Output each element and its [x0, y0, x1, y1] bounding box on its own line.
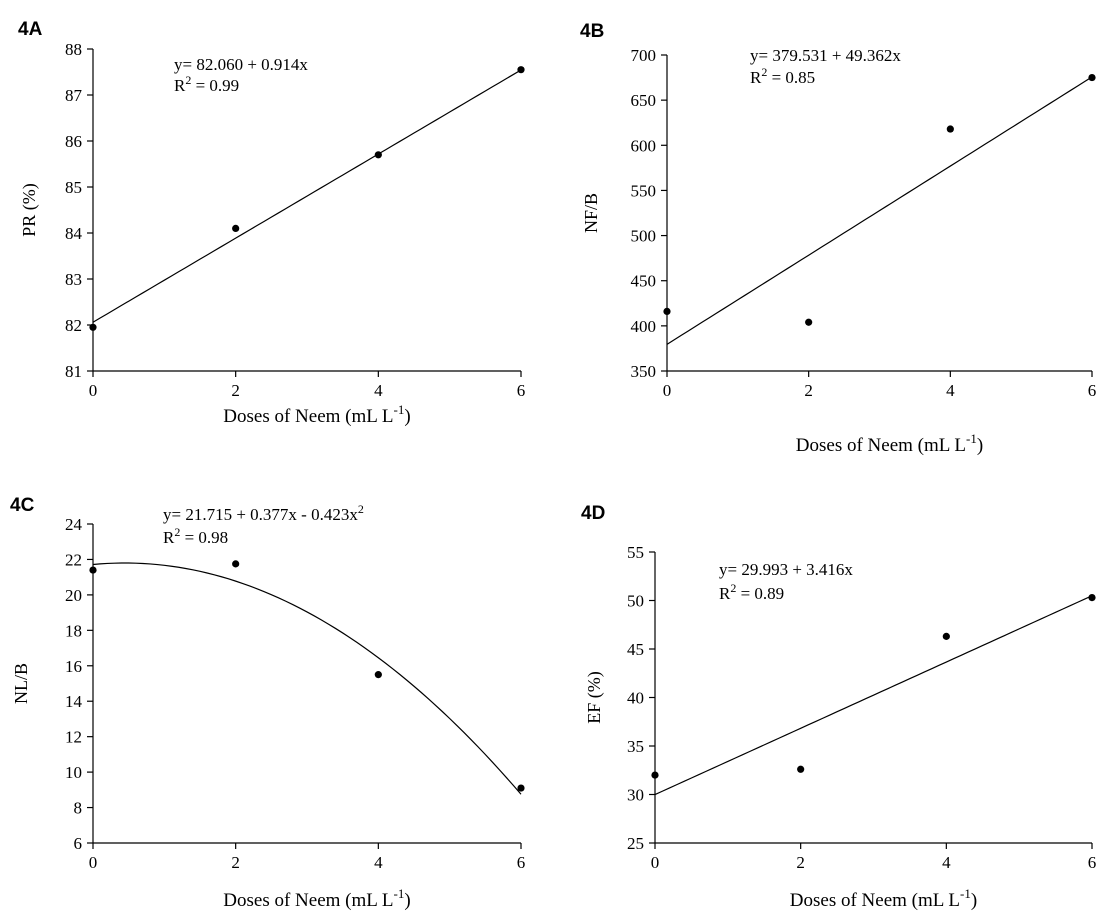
y-axis-title: NF/B	[581, 193, 601, 233]
y-tick-label: 24	[65, 515, 83, 534]
x-tick-label: 6	[517, 381, 526, 400]
panel-label-4c: 4C	[10, 495, 35, 516]
r-squared-label: R2 = 0.85	[750, 65, 815, 87]
y-tick-label: 25	[627, 834, 644, 853]
y-tick-label: 50	[627, 592, 644, 611]
data-point	[805, 318, 813, 326]
y-tick-label: 85	[65, 178, 82, 197]
data-point	[651, 771, 659, 779]
x-tick-label: 6	[517, 853, 526, 872]
y-tick-label: 700	[631, 46, 657, 65]
panel-label-4a: 4A	[18, 19, 43, 40]
r-squared-label: R2 = 0.99	[174, 73, 239, 95]
y-tick-label: 88	[65, 40, 82, 59]
data-point	[1088, 73, 1096, 82]
y-tick-label: 45	[627, 640, 644, 659]
y-tick-label: 81	[65, 362, 82, 381]
x-tick-label: 4	[374, 381, 383, 400]
regression-equation: y= 379.531 + 49.362x	[750, 46, 901, 65]
y-tick-label: 84	[65, 224, 83, 243]
regression-equation: y= 21.715 + 0.377x - 0.423x2	[163, 502, 364, 524]
fit-line	[666, 76, 1093, 345]
x-tick-label: 0	[89, 381, 98, 400]
data-point	[946, 125, 954, 133]
y-tick-label: 8	[74, 799, 83, 818]
y-tick-label: 350	[631, 362, 657, 381]
x-tick-label: 0	[651, 853, 660, 872]
y-tick-label: 82	[65, 316, 82, 335]
y-tick-label: 6	[74, 834, 83, 853]
y-axis-title: EF (%)	[584, 671, 605, 724]
data-point	[374, 151, 382, 159]
x-axis-title: Doses of Neem (mL L-1)	[223, 402, 410, 427]
panel-4d: 4D 25 30 35 40 45 50 55 0 2 4 6 y= 29.993 + 3.416x R2…	[581, 503, 1096, 911]
y-tick-label: 600	[631, 136, 657, 155]
x-tick-label: 2	[231, 381, 240, 400]
x-axis-title: Doses of Neem (mL L-1)	[796, 431, 983, 456]
y-tick-label: 86	[65, 132, 82, 151]
data-point	[1088, 593, 1096, 602]
panel-label-4b: 4B	[580, 21, 604, 42]
y-tick-label: 10	[65, 763, 82, 782]
x-tick-label: 0	[89, 853, 98, 872]
x-tick-label: 4	[374, 853, 383, 872]
fit-line	[654, 595, 1093, 796]
data-point	[942, 632, 950, 640]
data-point	[232, 560, 240, 568]
x-tick-label: 6	[1088, 853, 1097, 872]
y-axis-title: NL/B	[11, 663, 31, 704]
y-tick-label: 83	[65, 270, 82, 289]
x-tick-label: 6	[1088, 381, 1097, 400]
x-tick-label: 4	[946, 381, 955, 400]
r-squared-label: R2 = 0.89	[719, 581, 784, 603]
y-tick-label: 22	[65, 550, 82, 569]
data-point	[797, 765, 805, 773]
regression-equation: y= 82.060 + 0.914x	[174, 55, 308, 74]
x-tick-label: 2	[804, 381, 813, 400]
y-tick-label: 16	[65, 657, 82, 676]
y-tick-label: 450	[631, 272, 657, 291]
y-tick-label: 18	[65, 621, 82, 640]
panel-4a: 4A 81 82 83 84 85 86 87 88 0 2 4 6 y= 82.060 + 0.914x…	[18, 19, 525, 427]
data-point	[663, 307, 671, 316]
x-axis-title: Doses of Neem (mL L-1)	[790, 886, 977, 911]
data-point	[517, 66, 525, 74]
x-tick-label: 0	[663, 381, 672, 400]
x-axis-title: Doses of Neem (mL L-1)	[223, 886, 410, 911]
x-tick-label: 4	[942, 853, 951, 872]
panel-4b: 4B 350 400 450 500 550 600 650 700 0 2 4 6 y= 379.531…	[580, 21, 1096, 456]
data-point	[232, 224, 240, 232]
y-tick-label: 650	[631, 91, 657, 110]
panel-label-4d: 4D	[581, 503, 605, 524]
y-tick-label: 55	[627, 543, 644, 562]
y-tick-label: 40	[627, 689, 644, 708]
fit-line	[92, 69, 522, 323]
r-squared-label: R2 = 0.98	[163, 525, 228, 547]
data-point	[89, 323, 97, 331]
y-tick-label: 14	[65, 692, 83, 711]
y-tick-label: 35	[627, 737, 644, 756]
x-tick-label: 2	[231, 853, 240, 872]
y-axis-title: PR (%)	[19, 183, 40, 237]
y-tick-label: 400	[631, 317, 657, 336]
data-point	[89, 566, 97, 574]
y-tick-label: 500	[631, 227, 657, 246]
data-point	[374, 671, 382, 679]
x-tick-label: 2	[796, 853, 805, 872]
data-point	[517, 784, 525, 792]
y-tick-label: 30	[627, 786, 644, 805]
y-tick-label: 20	[65, 586, 82, 605]
y-tick-label: 87	[65, 86, 83, 105]
y-tick-label: 12	[65, 728, 82, 747]
regression-equation: y= 29.993 + 3.416x	[719, 560, 853, 579]
y-tick-label: 550	[631, 181, 657, 200]
fit-line	[92, 562, 522, 795]
